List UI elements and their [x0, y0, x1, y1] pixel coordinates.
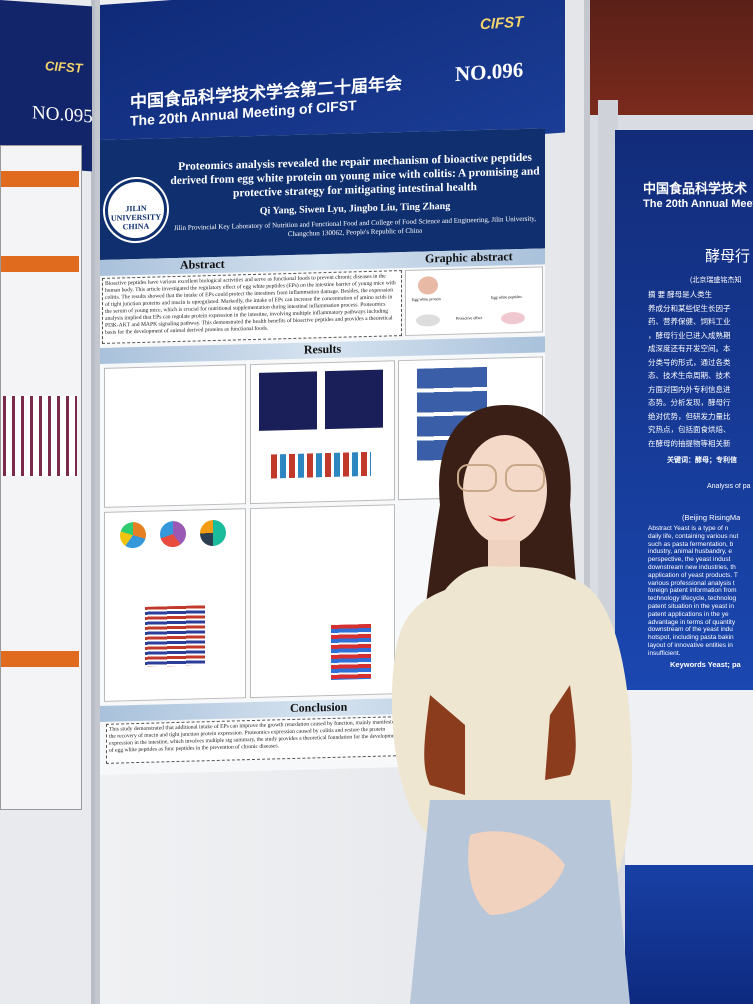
right-keywords-en: Keywords Yeast; pa	[670, 660, 741, 669]
bar-chart	[145, 605, 205, 667]
right-abstract-line: application of yeast products. T	[648, 571, 738, 579]
right-abstract-line: various professional analysis t	[648, 579, 735, 587]
right-abstract-line: ，酵母行业已进入成熟期	[648, 330, 731, 340]
right-abstract-line: Abstract Yeast is a type of n	[648, 525, 729, 532]
glasses	[505, 464, 545, 492]
conclusion-heading: Conclusion	[290, 699, 348, 716]
poster-affiliation: Jilin Provincial Key Laboratory of Nutri…	[173, 214, 537, 239]
lips	[488, 515, 516, 522]
neck	[488, 540, 520, 570]
graphic-label: Egg white protein	[412, 296, 441, 302]
pie-chart	[200, 519, 226, 547]
heatmap	[331, 623, 371, 680]
background-wall	[585, 0, 753, 115]
right-abstract-line: such as pasta fermentation, b	[648, 540, 734, 548]
right-abstract-line: 究热点，包括面食烘焙、	[648, 425, 731, 434]
right-abstract-cn: 摘 要 酵母是人类生养成分和某些促生长因子 药、营养保健、饲料工业 ，酵母行业已进入…	[648, 288, 753, 450]
orange-bar	[1, 651, 79, 667]
results-figure-1	[104, 364, 246, 508]
right-abstract-line: 态、技术生命周期、技术	[648, 371, 731, 380]
graphic-label: Egg white peptides	[491, 293, 522, 300]
pie-chart	[120, 521, 146, 549]
presenter-person	[391, 405, 632, 1004]
right-abstract-line: foreign patent information from	[648, 587, 737, 595]
bar-plot	[271, 451, 371, 479]
right-abstract-line: 分类号的形式，通过各类	[648, 357, 731, 367]
right-abstract-line: daily life, containing various nut	[648, 532, 739, 540]
results-figure-4	[104, 508, 246, 702]
graphic-abstract: Egg white protein Egg white peptides Pro…	[405, 266, 543, 337]
poster-title-band: JILIN UNIVERSITY CHINA Proteomics analys…	[100, 128, 545, 260]
brand: CIFST	[480, 13, 524, 34]
left-brand: CIFST	[45, 58, 83, 76]
mouse-icon	[501, 311, 525, 325]
right-abstract-line: 养成分和某些促生长因子	[648, 303, 731, 313]
conclusion-text: This study demonstrated that additional …	[106, 715, 406, 764]
left-poster	[0, 145, 82, 810]
poster-number: NO.096	[455, 57, 524, 87]
right-abstract-line: downstream new industries, th	[648, 563, 736, 571]
orange-bar	[1, 256, 79, 272]
right-board-lower	[625, 690, 753, 865]
right-abstract-line: layout of innovative entities in	[648, 641, 733, 649]
results-heading: Results	[303, 341, 342, 357]
right-abstract-line: 药、营养保健、饲料工业	[648, 317, 731, 326]
hair-over-shoulders	[424, 685, 576, 795]
graphic-abstract-heading: Graphic abstract	[425, 249, 513, 266]
right-abstract-line: 成深度还有开发空间。本	[648, 344, 731, 353]
right-affil-cn: (北京瑞盛铭杰知	[690, 277, 742, 284]
right-abstract-line: 在酵母的抽提物等相关新	[648, 438, 731, 448]
right-abstract-line: 绝对优势，但研发力量比	[648, 411, 731, 421]
right-abstract-line: advantage in terms of quantity	[648, 618, 736, 626]
right-abstract-en: Abstract Yeast is a type of n daily life,…	[648, 525, 753, 658]
orange-bar	[1, 171, 79, 187]
right-heading-en: Analysis of pa	[707, 483, 751, 490]
right-abstract-line: 态势。分析发现，酵母行	[648, 398, 731, 407]
right-abstract-line: 方面对国内外专利信息进	[648, 384, 731, 394]
right-abstract-line: downstream of the yeast indu	[648, 626, 733, 634]
left-poster-number: NO.095	[32, 102, 93, 128]
abstract-heading: Abstract	[180, 256, 225, 272]
abstract-text: Bioactive peptides have various excellen…	[102, 270, 402, 344]
right-meeting-title-en: The 20th Annual Meet	[643, 198, 753, 210]
right-abstract-line: patent situation in the yeast in	[648, 602, 735, 610]
glasses	[457, 464, 497, 492]
right-keywords-cn: 关键词：酵母；专利信	[667, 457, 737, 464]
graphic-label: Protective effect	[456, 314, 483, 321]
university-logo: JILIN UNIVERSITY CHINA	[105, 178, 167, 242]
poster-title: Proteomics analysis revealed the repair …	[170, 151, 540, 200]
right-heading-cn: 酵母行	[705, 248, 751, 265]
hands	[468, 831, 565, 915]
right-abstract-line: patent applications in the ye	[648, 610, 729, 618]
egg-icon	[418, 276, 438, 295]
right-abstract-line: hotspot, including pasta bakin	[648, 634, 734, 642]
right-abstract-line: technology lifecycle, technolog	[648, 595, 737, 603]
left-figure	[3, 396, 77, 476]
right-meeting-title-cn: 中国食品科学技术	[643, 181, 748, 196]
face	[463, 435, 547, 545]
right-abstract-line: 摘 要 酵母是人类生	[648, 290, 713, 299]
mouse-icon	[416, 314, 440, 327]
right-abstract-line: insufficient.	[648, 649, 681, 657]
right-poster: 中国食品科学技术 The 20th Annual Meet 酵母行 (北京瑞盛铭…	[615, 130, 753, 690]
right-affil-en: (Beijing RisingMa	[682, 513, 741, 522]
right-abstract-line: perspective, the yeast indust	[648, 556, 731, 564]
logo-text: JILIN UNIVERSITY CHINA	[110, 203, 162, 232]
pie-chart	[160, 520, 186, 548]
micrograph	[259, 371, 317, 431]
right-abstract-line: industry, animal husbandry, e	[648, 548, 732, 556]
right-board-panel	[625, 865, 753, 1004]
